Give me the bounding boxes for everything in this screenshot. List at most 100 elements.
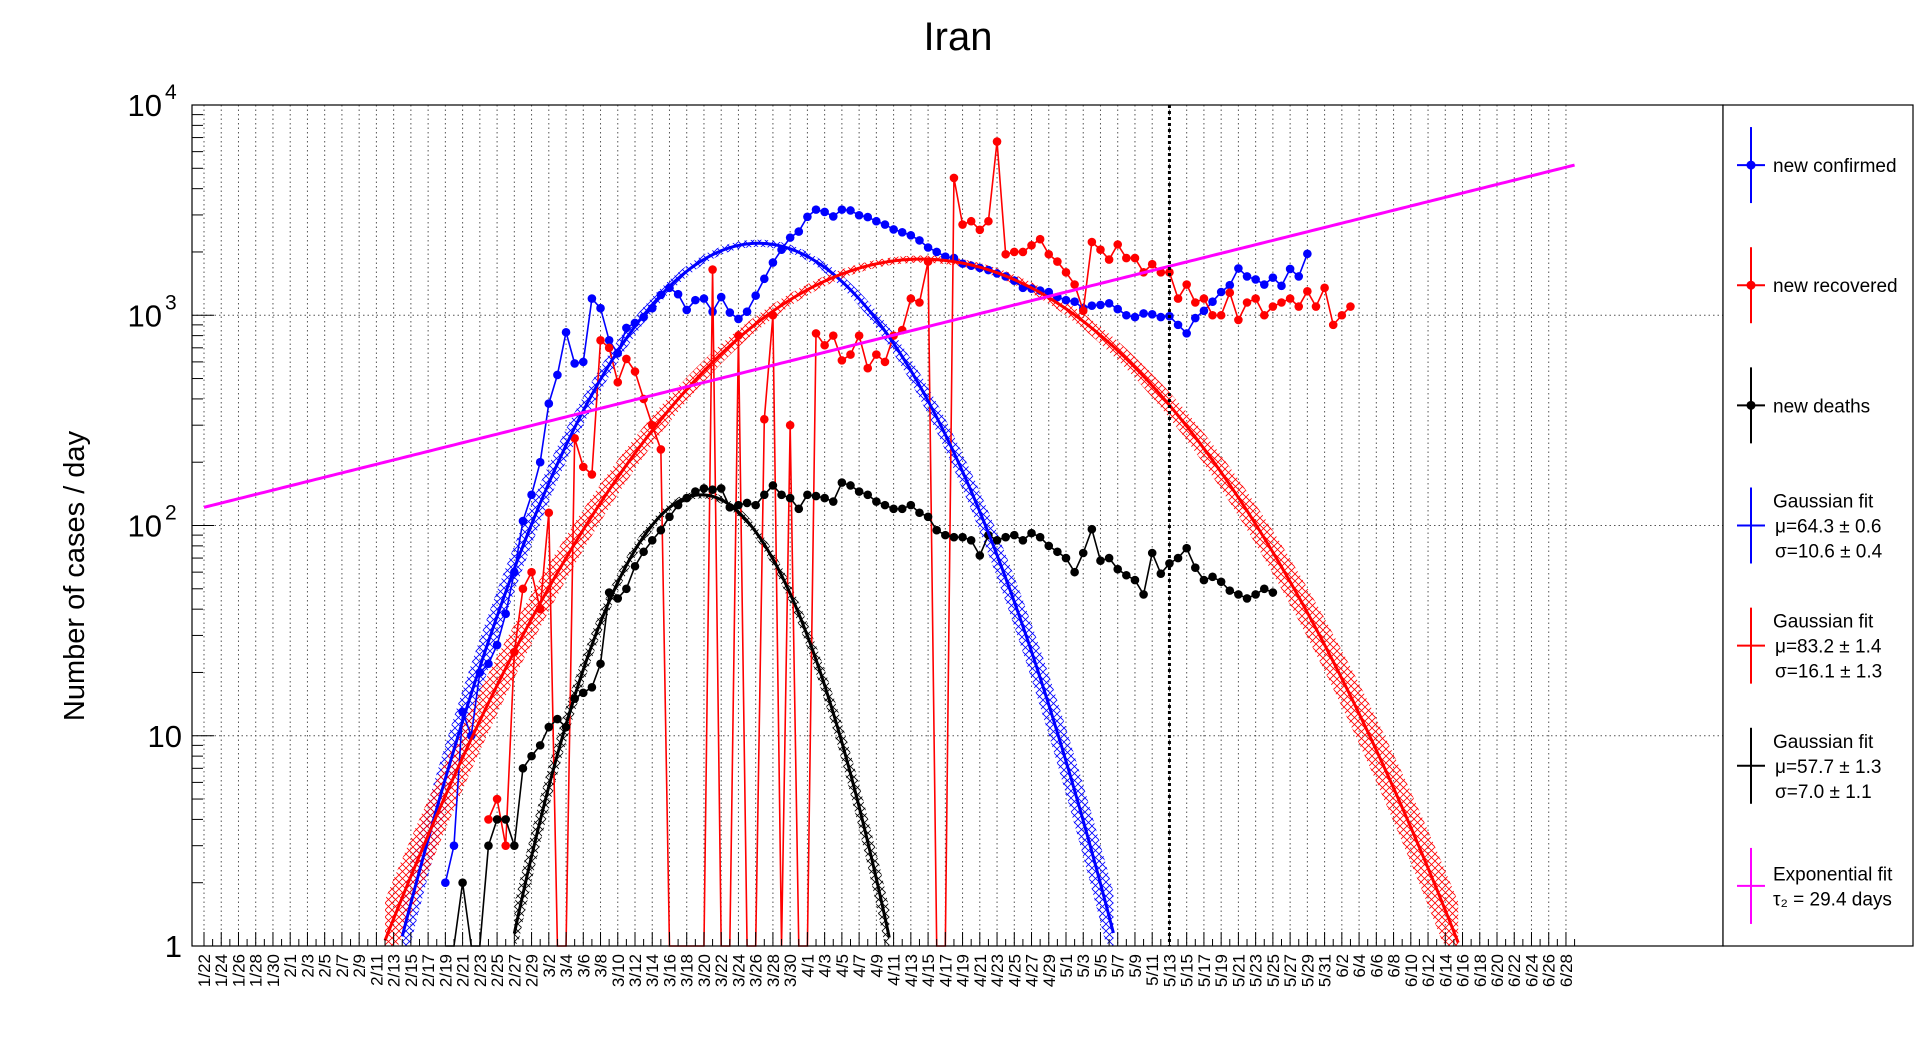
x-tick-label: 3/22	[712, 954, 731, 987]
x-tick-label: 3/2	[540, 954, 559, 978]
x-tick-label: 5/9	[1126, 954, 1145, 978]
data-point	[768, 258, 778, 267]
data-point	[734, 314, 743, 324]
data-point	[906, 294, 916, 303]
data-point	[1346, 302, 1355, 311]
data-point	[665, 512, 674, 522]
data-point	[1156, 312, 1166, 322]
x-tick-label: 2/3	[298, 954, 317, 978]
data-point	[1113, 304, 1123, 314]
data-point	[441, 878, 450, 888]
x-tick-label: 4/29	[1040, 954, 1059, 987]
x-tick-label: 5/19	[1212, 954, 1231, 987]
x-tick-label: 4/9	[867, 954, 886, 978]
data-point	[527, 567, 536, 577]
data-point	[1173, 294, 1183, 303]
data-point	[1337, 310, 1347, 320]
data-point	[1035, 234, 1045, 244]
data-point	[596, 303, 605, 313]
data-point	[1234, 590, 1243, 599]
data-point	[578, 462, 588, 472]
data-point	[544, 508, 554, 518]
data-point	[1035, 532, 1045, 542]
data-point	[1147, 548, 1157, 558]
data-point	[897, 504, 907, 514]
x-tick-label: 6/6	[1367, 954, 1386, 978]
x-tick-label: 2/27	[505, 954, 524, 987]
y-tick-label: 10	[128, 509, 162, 544]
x-tick-label: 4/15	[919, 954, 938, 987]
data-point	[923, 512, 933, 522]
x-tick-label: 6/8	[1385, 954, 1404, 978]
data-point	[1320, 283, 1329, 293]
data-point	[1113, 240, 1123, 249]
data-point	[1328, 320, 1338, 330]
legend-entry-label: Exponential fit	[1773, 864, 1893, 885]
x-tick-label: 3/4	[557, 954, 576, 978]
data-point	[1191, 313, 1200, 323]
data-point	[1104, 298, 1114, 308]
data-point	[785, 420, 795, 430]
data-point	[1251, 294, 1260, 303]
data-point	[682, 305, 692, 315]
data-point	[501, 815, 511, 824]
data-point	[613, 377, 623, 387]
data-point	[751, 500, 760, 510]
data-point	[1242, 594, 1252, 603]
x-tick-label: 5/23	[1247, 954, 1266, 987]
fit-curve	[400, 241, 1115, 937]
x-tick-label: 6/24	[1522, 954, 1541, 987]
x-tick-label: 2/23	[471, 954, 490, 987]
y-tick-label: 1	[165, 929, 182, 964]
data-point	[544, 399, 554, 408]
data-point	[1191, 298, 1200, 307]
x-tick-label: 2/13	[385, 954, 404, 987]
data-point	[975, 551, 985, 560]
data-point	[863, 490, 873, 500]
data-point	[949, 532, 959, 542]
x-tick-label: 5/29	[1298, 954, 1317, 987]
data-point	[1225, 288, 1235, 298]
legend-entry-label: τ₂ = 29.4 days	[1773, 889, 1892, 910]
legend-entry-label: σ=10.6 ± 0.4	[1775, 542, 1883, 563]
data-point	[742, 307, 752, 316]
x-tick-label: 2/7	[333, 954, 352, 978]
y-tick-exponent: 3	[165, 291, 177, 314]
legend-entry-label: μ=57.7 ± 1.3	[1775, 757, 1881, 778]
data-point	[656, 525, 666, 535]
x-tick-label: 3/26	[747, 954, 766, 987]
legend-entry-label: Gaussian fit	[1773, 732, 1874, 753]
x-tick-label: 5/11	[1143, 954, 1162, 986]
data-point	[501, 841, 511, 850]
data-point	[1139, 590, 1148, 599]
x-tick-label: 3/20	[695, 954, 714, 987]
x-tick-label: 2/15	[402, 954, 421, 987]
data-point	[716, 292, 726, 302]
data-point	[604, 343, 614, 353]
data-point	[828, 212, 838, 221]
x-tick-label: 4/7	[850, 954, 869, 978]
data-point	[725, 308, 735, 317]
data-point	[889, 504, 898, 514]
data-point	[837, 356, 847, 365]
data-point	[1122, 570, 1131, 580]
x-tick-label: 6/14	[1436, 954, 1455, 987]
data-point	[1182, 329, 1191, 338]
data-point	[630, 561, 640, 571]
fit-curve	[383, 257, 1460, 944]
x-tick-label: 4/13	[902, 954, 921, 987]
x-tick-label: 6/22	[1505, 954, 1524, 987]
x-tick-label: 6/12	[1419, 954, 1438, 987]
data-point	[1277, 281, 1286, 291]
data-point	[1130, 253, 1140, 263]
data-point	[923, 243, 933, 252]
data-point	[768, 481, 778, 490]
x-tick-label: 2/17	[419, 954, 438, 987]
x-tick-label: 5/7	[1109, 954, 1128, 978]
data-point	[846, 481, 855, 490]
data-point	[777, 490, 786, 500]
x-tick-label: 4/19	[954, 954, 973, 987]
data-point	[820, 340, 829, 350]
x-tick-label: 4/27	[1023, 954, 1042, 987]
data-point	[760, 490, 769, 500]
